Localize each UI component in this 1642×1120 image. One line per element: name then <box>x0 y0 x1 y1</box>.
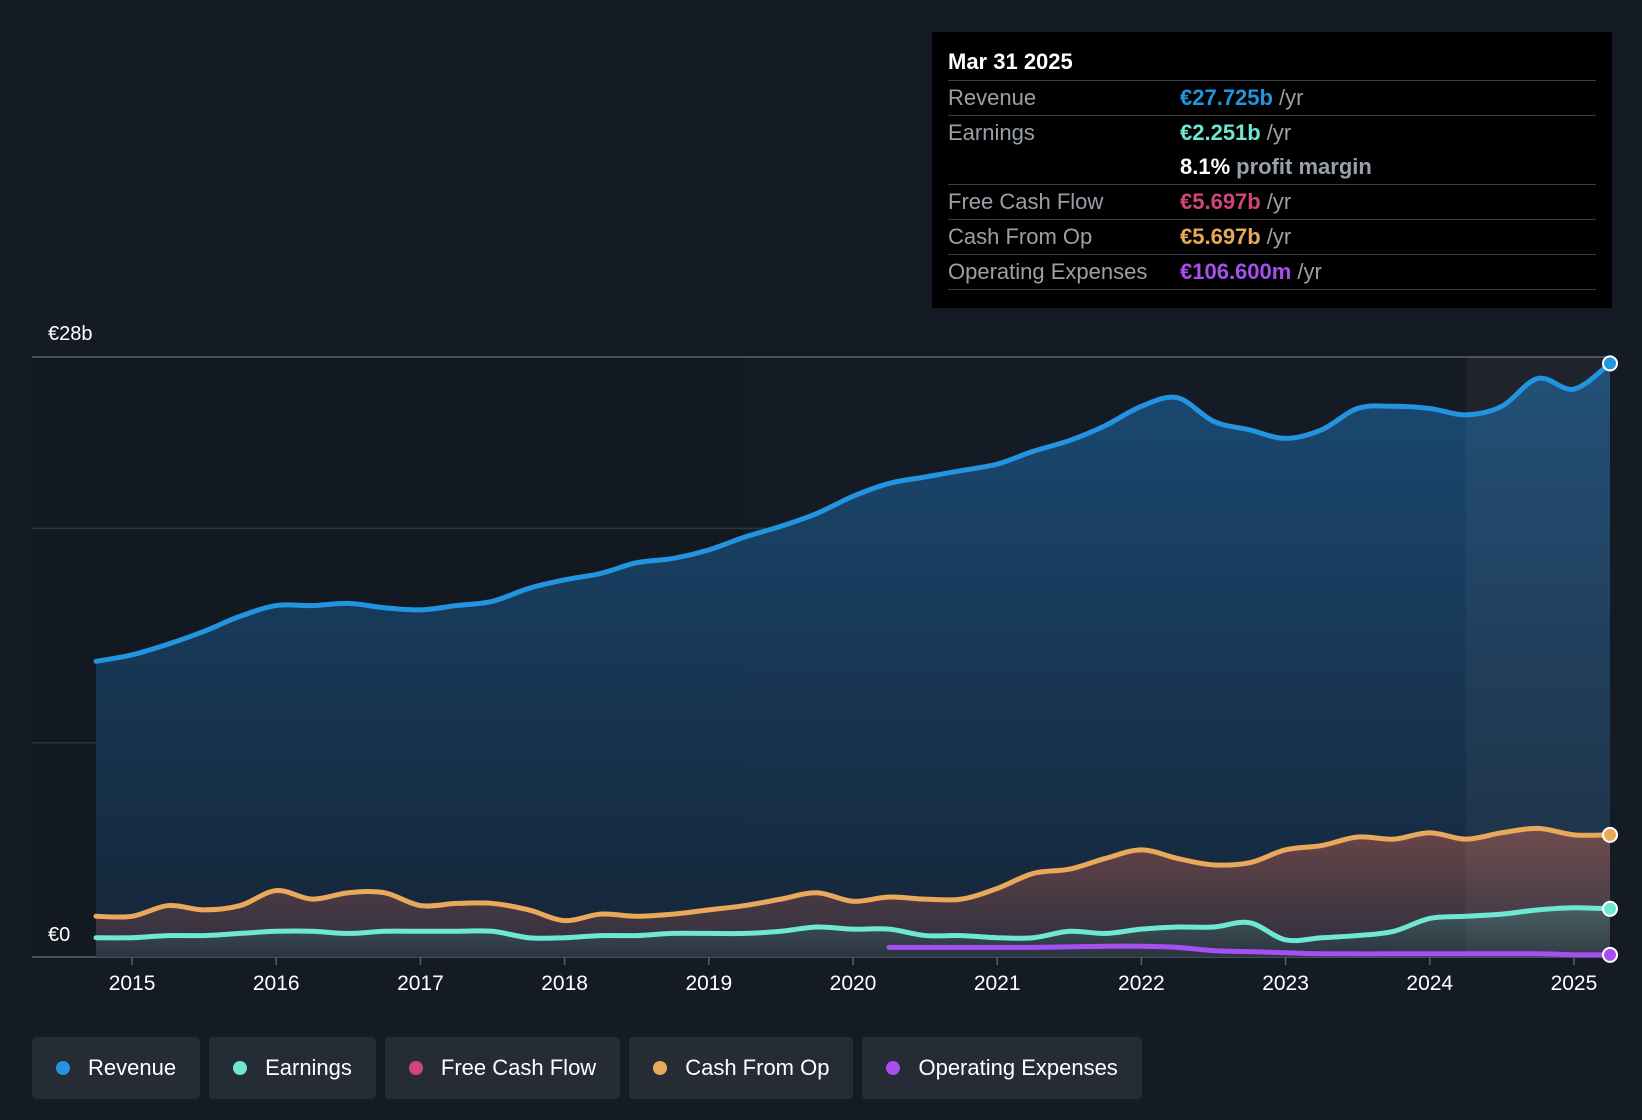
tooltip-unit: profit margin <box>1236 154 1372 179</box>
revenue-line <box>93 360 1613 664</box>
legend-dot-icon <box>653 1061 668 1075</box>
tooltip-value: €106.600m <box>1180 259 1292 284</box>
tooltip-row-earnings: Earnings €2.251b /yr <box>948 116 1596 150</box>
series-lines <box>93 360 1613 958</box>
legend-dot-icon <box>56 1061 70 1075</box>
tooltip-value: €5.697b <box>1180 189 1261 214</box>
tooltip-label: Operating Expenses <box>948 259 1148 284</box>
tooltip-value: €27.725b <box>1180 85 1273 110</box>
x-tick-label: 2019 <box>685 972 732 995</box>
tooltip: Mar 31 2025 Revenue €27.725b /yr Earning… <box>932 32 1612 308</box>
legend-dot-icon <box>233 1061 248 1075</box>
tooltip-row-operating-expenses: Operating Expenses €106.600m /yr <box>948 255 1596 290</box>
legend-item-cash-from-op[interactable]: Cash From Op <box>629 1037 854 1099</box>
earnings-endpoint <box>1602 900 1618 917</box>
tooltip-value: €5.697b <box>1180 224 1261 249</box>
legend-item-earnings[interactable]: Earnings <box>209 1037 376 1099</box>
recent-period-highlight <box>1465 357 1610 957</box>
tooltip-label <box>948 150 1180 184</box>
tooltip-date: Mar 31 2025 <box>948 46 1596 81</box>
x-axis-ticks: 2015 2016 2017 2018 2019 2020 2021 2022 2023 2024… <box>109 957 1598 995</box>
operating-expenses-endpoint <box>1602 946 1618 963</box>
x-tick-label: 2025 <box>1551 972 1598 995</box>
legend-label: Cash From Op <box>685 1055 830 1080</box>
x-tick-label: 2021 <box>974 972 1021 995</box>
x-tick-label: 2023 <box>1262 972 1309 995</box>
x-tick-label: 2015 <box>109 972 156 995</box>
tooltip-unit: /yr <box>1266 189 1292 214</box>
tooltip-row-revenue: Revenue €27.725b /yr <box>948 81 1596 116</box>
earnings-line <box>93 905 1613 944</box>
tooltip-unit: /yr <box>1266 120 1292 145</box>
y-axis-top-label: €28b <box>48 323 93 345</box>
series-endpoints <box>1602 355 1618 963</box>
tooltip-row-free-cash-flow: Free Cash Flow €5.697b /yr <box>948 185 1596 220</box>
tooltip-value: 8.1% <box>1180 154 1231 179</box>
x-tick-label: 2022 <box>1118 972 1165 995</box>
x-tick-label: 2020 <box>830 972 877 995</box>
x-tick-label: 2024 <box>1406 972 1453 995</box>
x-tick-label: 2017 <box>397 972 444 995</box>
operating-expenses-line <box>886 943 1613 958</box>
tooltip-value: €2.251b <box>1180 120 1261 145</box>
legend-dot-icon <box>886 1061 901 1075</box>
tooltip-label: Free Cash Flow <box>948 189 1104 214</box>
tooltip-unit: /yr <box>1297 259 1322 284</box>
legend-label: Earnings <box>265 1055 352 1080</box>
tooltip-unit: /yr <box>1278 85 1304 110</box>
revenue-area <box>96 363 1610 957</box>
legend-item-operating-expenses[interactable]: Operating Expenses <box>862 1037 1142 1099</box>
legend-label: Operating Expenses <box>918 1055 1118 1080</box>
tooltip-unit: /yr <box>1266 224 1292 249</box>
tooltip-row-profit-margin: 8.1% profit margin <box>948 150 1596 185</box>
x-tick-label: 2018 <box>541 972 588 995</box>
revenue-endpoint <box>1602 355 1618 372</box>
tooltip-label: Earnings <box>948 120 1035 145</box>
x-tick-label: 2016 <box>253 972 300 995</box>
tooltip-row-cash-from-op: Cash From Op €5.697b /yr <box>948 220 1596 255</box>
y-axis-bottom-label: €0 <box>48 924 70 946</box>
legend-dot-icon <box>408 1061 423 1075</box>
cash-from-op-line <box>93 825 1613 924</box>
legend-item-revenue[interactable]: Revenue <box>32 1037 201 1099</box>
earnings-area <box>96 907 1610 957</box>
cash-from-op-endpoint <box>1602 826 1618 843</box>
legend-label: Free Cash Flow <box>440 1055 597 1080</box>
legend: Revenue Earnings Free Cash Flow Cash Fro… <box>32 1037 1142 1099</box>
tooltip-label: Cash From Op <box>948 224 1093 249</box>
tooltip-label: Revenue <box>948 85 1037 110</box>
legend-item-free-cash-flow[interactable]: Free Cash Flow <box>384 1037 621 1099</box>
legend-label: Revenue <box>88 1055 177 1080</box>
